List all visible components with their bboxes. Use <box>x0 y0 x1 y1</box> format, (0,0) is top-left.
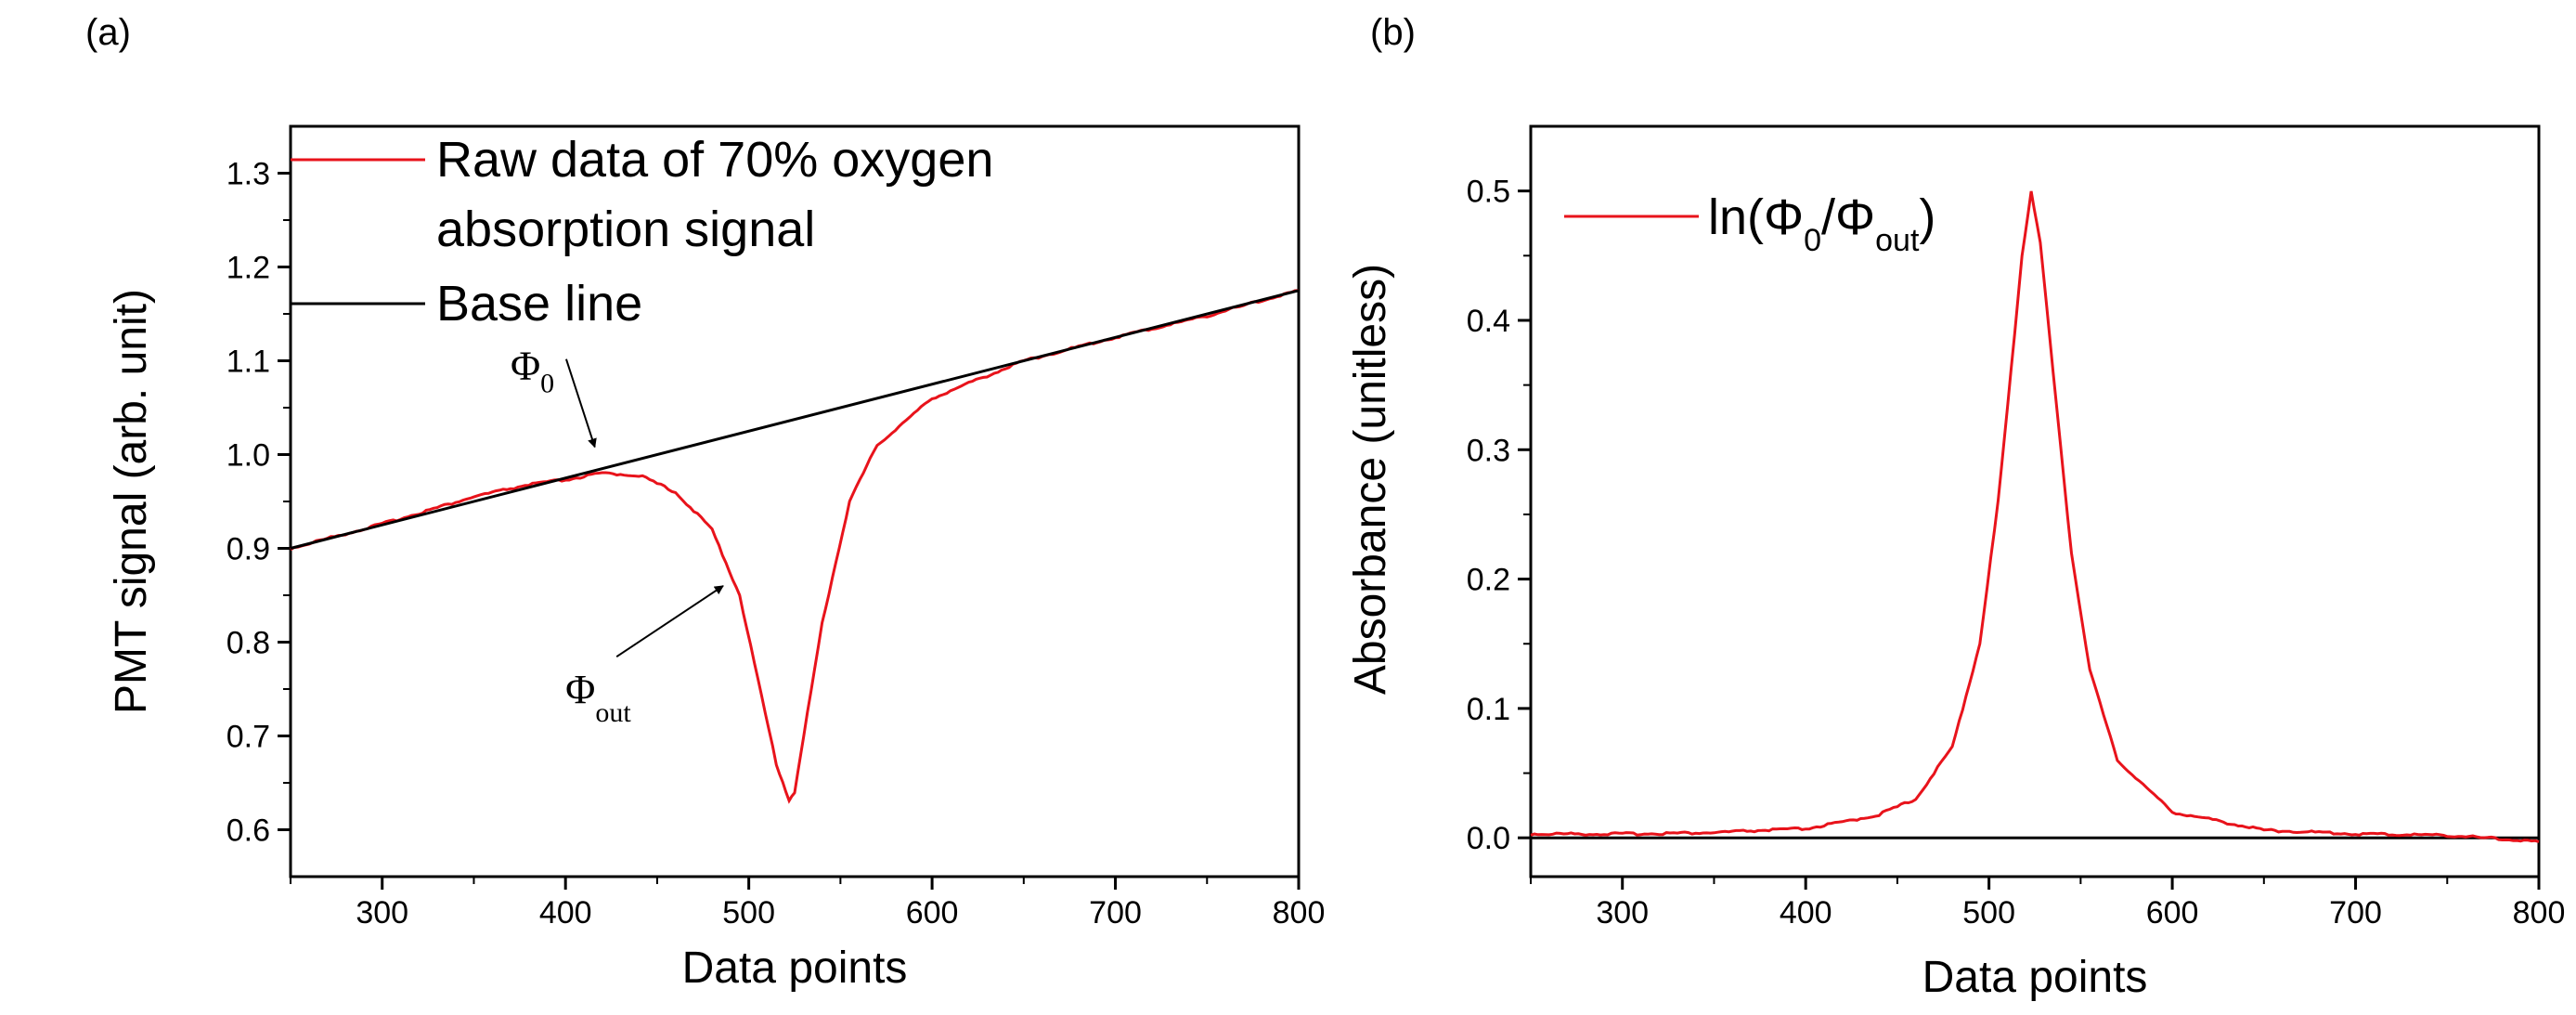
panel-a-y-tick-labels: 0.6 0.7 0.8 0.9 1.0 1.1 1.2 1.3 <box>227 157 270 849</box>
panel-b-y-tick-label: 0.5 <box>1467 175 1510 210</box>
panel-a-y-tick-label: 0.9 <box>227 532 270 567</box>
panel-a-y-tick-label: 1.3 <box>227 157 270 192</box>
panel-b-x-tick-labels: 300 400 500 600 700 800 <box>1596 895 2565 930</box>
panel-a-base-line <box>290 289 1300 550</box>
panel-b-label: (b) <box>1370 12 1416 53</box>
panel-b-x-tick-label: 800 <box>2513 895 2566 930</box>
panel-a-y-axis-label: PMT signal (arb. unit) <box>107 289 156 714</box>
panel-b-y-tick-labels: 0.0 0.1 0.2 0.3 0.4 0.5 <box>1467 175 1510 857</box>
panel-a-x-tick-label: 600 <box>906 895 959 930</box>
panel-a-x-tick-label: 800 <box>1273 895 1326 930</box>
phi-0-label: Φ0 <box>511 344 554 399</box>
panel-b-x-tick-label: 400 <box>1780 895 1832 930</box>
panel-b-x-axis-label: Data points <box>1922 953 2148 1002</box>
panel-b-x-ticks <box>1530 877 2541 890</box>
panel-b: (b) 300 400 500 600 700 800 0.0 0.1 0.2 … <box>1346 12 2565 1002</box>
panel-b-y-tick-label: 0.3 <box>1467 433 1510 468</box>
panel-b-x-tick-label: 700 <box>2329 895 2382 930</box>
panel-a-raw-data-line <box>290 289 1300 804</box>
panel-b-y-tick-label: 0.2 <box>1467 563 1510 598</box>
panel-b-y-tick-label: 0.4 <box>1467 304 1510 339</box>
panel-a-x-tick-labels: 300 400 500 600 700 800 <box>356 895 1325 930</box>
panel-a-label: (a) <box>85 12 131 53</box>
phi-out-annotation: Φout <box>565 585 724 728</box>
panel-b-x-tick-label: 300 <box>1596 895 1649 930</box>
panel-a-y-tick-label: 1.2 <box>227 251 270 286</box>
phi-out-arrow <box>615 585 724 657</box>
panel-b-y-axis-label: Absorbance (unitless) <box>1346 264 1395 695</box>
panel-a-x-tick-label: 700 <box>1089 895 1142 930</box>
panel-a-x-ticks <box>290 877 1301 890</box>
panel-b-x-tick-label: 500 <box>1962 895 2015 930</box>
panel-a-y-tick-label: 0.7 <box>227 720 270 755</box>
panel-a-x-tick-label: 400 <box>539 895 592 930</box>
panel-a-legend: Raw data of 70% oxygen absorption signal… <box>291 132 993 332</box>
panel-a-x-tick-label: 500 <box>722 895 775 930</box>
legend-label-base-line: Base line <box>436 276 642 332</box>
phi-out-label: Φout <box>565 667 631 728</box>
phi-0-arrow <box>564 358 597 449</box>
panel-a-x-axis-label: Data points <box>682 943 908 993</box>
panel-b-legend: ln(Φ0/Φout) <box>1564 189 1935 258</box>
panel-b-plot-frame <box>1529 124 2541 878</box>
panel-a: (a) 300 400 500 600 700 800 0.6 0.7 0.8 … <box>85 12 1325 993</box>
legend-label-raw-data-line1: Raw data of 70% oxygen <box>436 132 993 188</box>
legend-label-absorbance: ln(Φ0/Φout) <box>1708 189 1935 258</box>
panel-b-y-tick-label: 0.1 <box>1467 692 1510 727</box>
panel-b-x-tick-label: 600 <box>2146 895 2199 930</box>
panel-b-y-tick-label: 0.0 <box>1467 821 1510 856</box>
legend-label-raw-data-line2: absorption signal <box>436 202 815 257</box>
panel-b-y-ticks <box>1518 189 1531 839</box>
panel-a-x-tick-label: 300 <box>356 895 408 930</box>
panel-a-y-tick-label: 1.0 <box>227 438 270 474</box>
panel-b-absorbance-line <box>1530 190 2540 843</box>
panel-a-y-tick-label: 0.8 <box>227 626 270 661</box>
panel-a-y-ticks <box>278 172 291 831</box>
panel-a-y-tick-label: 1.1 <box>227 345 270 380</box>
phi-0-annotation: Φ0 <box>511 344 597 449</box>
panel-a-y-tick-label: 0.6 <box>227 813 270 849</box>
